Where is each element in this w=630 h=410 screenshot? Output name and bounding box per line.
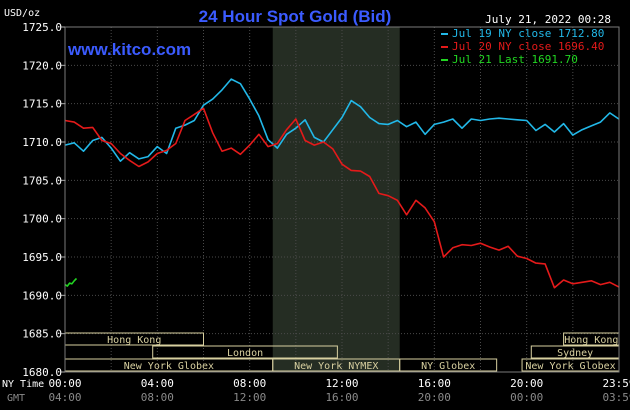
x-tick-label-ny: 12:00 [325, 377, 358, 390]
x-tick-label-ny: 16:00 [418, 377, 451, 390]
legend-entry: Jul 19 NY close 1712.80 [452, 27, 604, 40]
x-tick-label-ny: 20:00 [510, 377, 543, 390]
x-tick-label-ny: 08:00 [233, 377, 266, 390]
x-tick-label-ny: 00:00 [48, 377, 81, 390]
y-tick-label: 1725.0 [22, 21, 62, 34]
x-tick-label-gmt: 16:00 [325, 391, 358, 404]
x-tick-label-ny: 04:00 [141, 377, 174, 390]
y-axis-ticks: 1725.0 1720.0 1715.0 1710.0 1705.0 1700.0 1695… [22, 21, 65, 379]
legend-entry: Jul 20 NY close 1696.40 [452, 40, 604, 53]
y-tick-label: 1700.0 [22, 213, 62, 226]
x-tick-label-gmt: 04:00 [48, 391, 81, 404]
x-axis-ticks: 00:0004:0004:0008:0008:0012:0012:0016:00… [48, 377, 630, 404]
x-tick-label-gmt: 08:00 [141, 391, 174, 404]
session-label: New York Globex [124, 361, 214, 372]
y-tick-label: 1690.0 [22, 289, 62, 302]
session-label: Hong Kong [107, 335, 161, 346]
y-tick-label: 1715.0 [22, 98, 62, 111]
y-tick-label: 1695.0 [22, 251, 62, 264]
y-tick-label: 1720.0 [22, 59, 62, 72]
x-tick-label-ny: 23:59 [602, 377, 630, 390]
x-tick-label-gmt: 03:59 [602, 391, 630, 404]
plot-frame [64, 26, 620, 373]
session-bar [399, 358, 498, 372]
chart-title: 24 Hour Spot Gold (Bid) [199, 7, 392, 26]
y-tick-label: 1685.0 [22, 328, 62, 341]
legend-entry: Jul 21 Last 1691.70 [452, 53, 578, 66]
x-tick-label-gmt: 00:00 [510, 391, 543, 404]
series-line [64, 107, 620, 289]
session-label: NY Globex [421, 361, 475, 372]
session-label: New York Globex [525, 361, 615, 372]
x-axis-label-gmt: GMT [7, 393, 25, 404]
y-tick-label: 1710.0 [22, 136, 62, 149]
session-label: London [227, 348, 263, 359]
series-line [64, 78, 620, 162]
y-tick-label: 1680.0 [22, 366, 62, 379]
y-tick-label: 1705.0 [22, 174, 62, 187]
kitco-watermark: www.kitco.com [67, 40, 191, 59]
date-stamp: July 21, 2022 00:28 [485, 13, 611, 26]
price-series [64, 78, 620, 289]
nymex-session-band [272, 27, 400, 372]
x-tick-label-gmt: 12:00 [233, 391, 266, 404]
session-label: Hong Kong [564, 335, 618, 346]
y-axis-label: USD/oz [4, 8, 40, 19]
session-label: Sydney [557, 348, 593, 359]
x-tick-label-gmt: 20:00 [418, 391, 451, 404]
series-line [64, 277, 78, 287]
session-label: New York NYMEX [294, 361, 378, 372]
x-axis-label-ny: NY Time [2, 379, 44, 390]
session-bar [152, 345, 338, 359]
